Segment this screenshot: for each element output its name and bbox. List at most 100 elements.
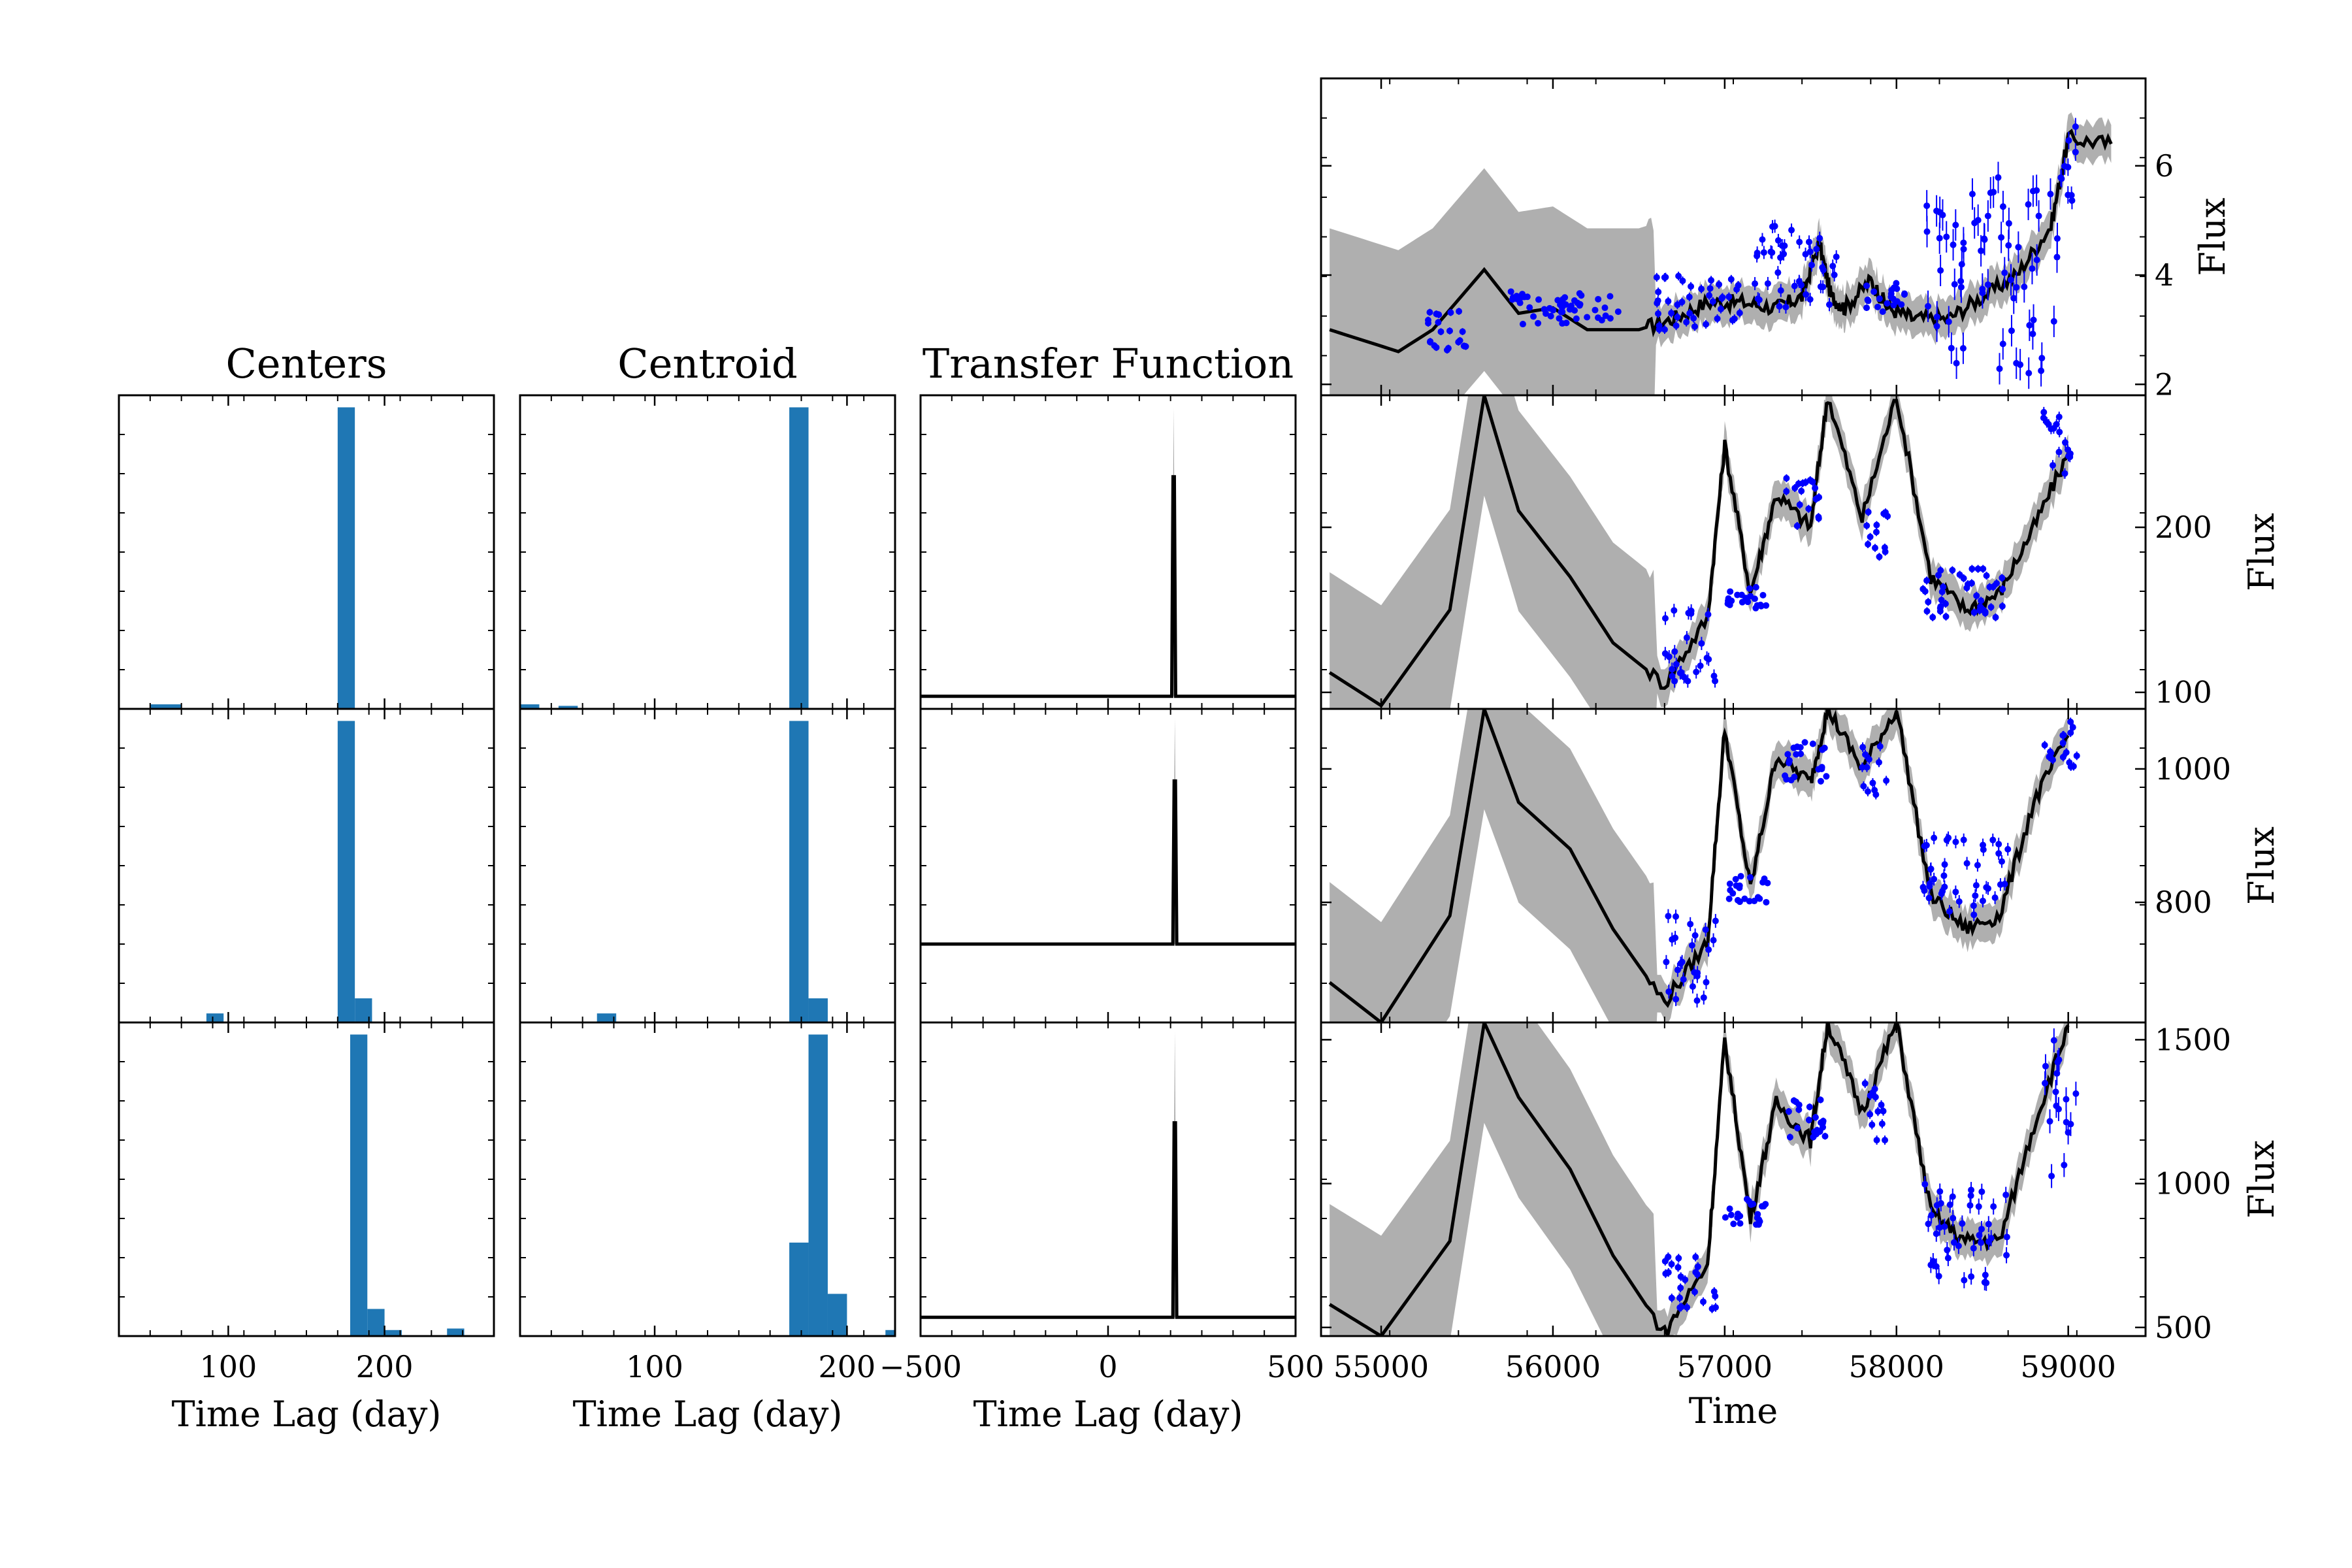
observation-point — [1816, 235, 1823, 242]
light-curve-uncertainty-band — [1330, 1022, 2068, 1336]
observation-point — [2041, 742, 2048, 749]
observation-point — [1937, 267, 1944, 274]
observation-point — [1725, 895, 1733, 902]
observation-point — [1668, 310, 1675, 317]
observation-point — [1426, 308, 1433, 316]
observation-point — [2040, 408, 2048, 416]
centers-histogram-bar — [350, 1034, 368, 1336]
observation-point — [1661, 615, 1669, 622]
observation-point — [2059, 753, 2066, 760]
observation-point — [2003, 1233, 2010, 1241]
observation-point — [1769, 249, 1776, 256]
observation-point — [1674, 1264, 1682, 1271]
observation-point — [1805, 1117, 1812, 1124]
observation-point — [2042, 1062, 2049, 1070]
observation-point — [1712, 1304, 1719, 1311]
observation-point — [1955, 898, 1963, 905]
observation-point — [1760, 1203, 1767, 1210]
light-curve-y-tick-label: 100 — [2155, 675, 2212, 710]
observation-point — [1876, 553, 1883, 561]
observation-point — [1944, 1254, 1952, 1262]
observation-point — [1791, 485, 1799, 492]
observation-point — [1778, 242, 1786, 250]
observation-point — [1680, 674, 1688, 681]
observation-point — [2015, 244, 2022, 251]
light-curve-y-tick-label: 1000 — [2155, 1166, 2231, 1201]
centers-x-tick-label: 200 — [356, 1349, 414, 1384]
observation-point — [1938, 596, 1945, 604]
observation-point — [1559, 320, 1566, 327]
observation-point — [1992, 613, 1999, 621]
observation-point — [1941, 1223, 1948, 1230]
light-curve-y-tick-label: 1000 — [2155, 751, 2231, 787]
observation-point — [1809, 740, 1816, 747]
observation-point — [1675, 1254, 1682, 1262]
observation-point — [2065, 446, 2072, 453]
observation-point — [1665, 913, 1672, 920]
observation-point — [1820, 267, 1827, 274]
observation-point — [1865, 508, 1872, 515]
observation-point — [1669, 672, 1676, 679]
observation-point — [1782, 304, 1789, 311]
observation-point — [2056, 429, 2063, 436]
observation-point — [1584, 314, 1591, 321]
observation-point — [1805, 505, 1812, 512]
observation-point — [1981, 1279, 1988, 1286]
centroid-title: Centroid — [617, 340, 797, 387]
observation-point — [1863, 764, 1870, 771]
observation-point — [1576, 290, 1583, 297]
observation-point — [2048, 749, 2055, 757]
observation-point — [2068, 191, 2075, 199]
observation-point — [1786, 1134, 1793, 1141]
transfer-x-tick-label: −500 — [879, 1349, 962, 1384]
transfer-x-axis-label: Time Lag (day) — [973, 1394, 1243, 1435]
observation-point — [1936, 1188, 1944, 1195]
observation-point — [1957, 278, 1965, 285]
observation-point — [1737, 873, 1744, 880]
centroid-histogram-bar — [789, 721, 809, 1022]
observation-point — [1808, 261, 1816, 269]
observation-point — [1509, 296, 1516, 303]
observation-point — [1978, 1188, 1985, 1196]
observation-point — [1751, 595, 1758, 602]
observation-point — [1823, 773, 1830, 780]
observation-point — [1560, 296, 1567, 303]
light-curve-x-axis-label: Time — [1689, 1390, 1778, 1431]
observation-point — [1940, 872, 1948, 879]
observation-point — [1946, 1201, 1953, 1209]
observation-point — [1946, 908, 1953, 915]
observation-point — [1863, 282, 1870, 289]
observation-point — [2061, 1162, 2068, 1169]
observation-point — [1777, 287, 1784, 294]
observation-point — [1754, 295, 1761, 302]
centers-histogram-bar — [206, 1013, 224, 1022]
observation-point — [1793, 751, 1800, 758]
observation-point — [1933, 1201, 1940, 1209]
observation-point — [1967, 1201, 1974, 1209]
observation-point — [1668, 1294, 1675, 1301]
observation-point — [2063, 1096, 2070, 1103]
observation-point — [1688, 941, 1695, 949]
observation-point — [1927, 865, 1935, 872]
observation-point — [1923, 228, 1931, 235]
observation-point — [1812, 1114, 1819, 1121]
observation-point — [1933, 207, 1940, 214]
observation-point — [1999, 574, 2006, 581]
observation-point — [1941, 861, 1948, 868]
observation-point — [1958, 261, 1965, 268]
observation-point — [1774, 237, 1782, 244]
observation-point — [1691, 932, 1699, 939]
observation-point — [1763, 602, 1770, 609]
observation-point — [1790, 744, 1797, 751]
observation-point — [1802, 251, 1809, 258]
observation-point — [1614, 308, 1622, 316]
light-curve-model-line — [1328, 709, 2070, 1022]
observation-point — [1998, 234, 2005, 241]
observation-point — [2063, 1119, 2070, 1126]
observation-point — [1535, 319, 1542, 327]
observation-point — [1693, 668, 1700, 676]
observation-point — [1884, 300, 1891, 307]
observation-point — [2025, 370, 2033, 377]
observation-point — [1968, 580, 1975, 587]
observation-point — [1995, 850, 2002, 857]
